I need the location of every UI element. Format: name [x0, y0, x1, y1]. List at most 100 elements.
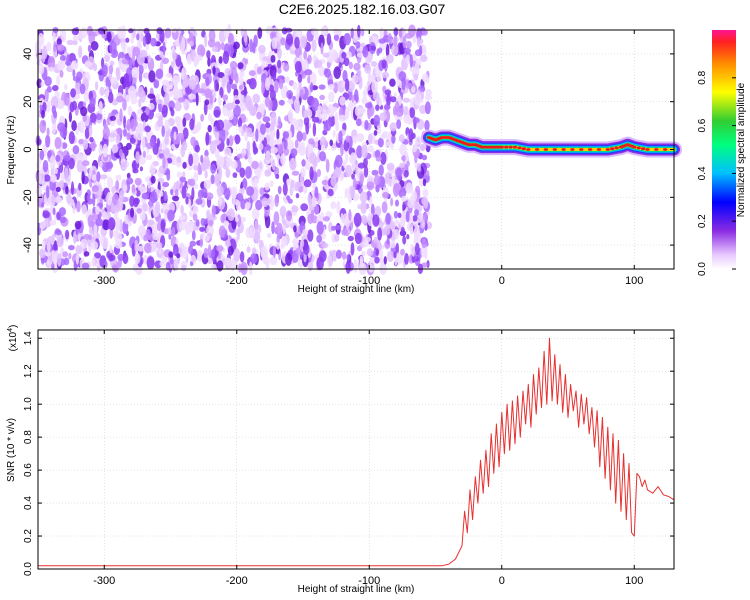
spectrogram-noise-blob	[76, 160, 84, 173]
spectrogram-noise-blob	[275, 173, 280, 179]
spectrogram-noise-blob	[36, 138, 42, 145]
spectrogram-noise-blob	[265, 122, 271, 129]
spectrogram-noise-blob	[399, 220, 405, 227]
spectrogram-noise-blob	[109, 244, 113, 254]
spectrogram-noise-blob	[287, 198, 293, 204]
spectrogram-noise-blob	[233, 105, 241, 118]
spectrogram-noise-blob	[307, 229, 314, 242]
spectrogram-noise-blob	[422, 212, 428, 222]
snr-x-tick-label: -300	[93, 575, 115, 587]
spectrogram-noise-blob	[347, 235, 354, 242]
spectrogram-y-tick-label: 20	[22, 96, 34, 108]
spectrogram-noise-blob	[238, 126, 243, 134]
spectrogram-noise-blob	[420, 219, 426, 229]
spectrogram-noise-blob	[200, 187, 208, 198]
spectrogram-noise-blob	[313, 204, 320, 215]
spectrogram-noise-blob	[115, 174, 122, 181]
spectrogram-noise-blob	[311, 97, 320, 112]
spectrogram-noise-blob	[142, 150, 146, 158]
spectrogram-noise-blob	[416, 163, 421, 172]
spectrogram-noise-blob	[193, 56, 198, 68]
spectrogram-noise-blob	[72, 145, 80, 155]
spectrogram-noise-blob	[400, 226, 405, 236]
spectrogram-noise-blob	[43, 174, 51, 182]
spectrogram-noise-blob	[41, 109, 45, 119]
spectrogram-x-tick-label: 0	[499, 275, 505, 287]
spectrogram-noise-blob	[209, 95, 213, 105]
spectrogram-noise-blob	[278, 99, 285, 106]
spectrogram-noise-blob	[397, 212, 402, 219]
spectrogram-noise-blob	[95, 113, 103, 121]
spectrogram-noise-blob	[82, 102, 86, 108]
spectrogram-noise-blob	[203, 179, 212, 190]
spectrogram-noise-blob	[406, 40, 412, 49]
spectrogram-noise-blob	[404, 32, 413, 39]
spectrogram-noise-blob	[227, 208, 235, 221]
spectrogram-noise-blob	[56, 75, 60, 87]
spectrogram-noise-blob	[218, 195, 222, 207]
spectrogram-noise-blob	[204, 170, 208, 179]
spectrogram-noise-blob	[286, 90, 293, 99]
spectrogram-noise-blob	[66, 39, 75, 46]
spectrogram-noise-blob	[341, 80, 345, 88]
spectrogram-noise-blob	[244, 58, 249, 65]
spectrogram-noise-blob	[328, 83, 335, 90]
spectrogram-noise-blob	[116, 95, 124, 103]
spectrogram-noise-blob	[280, 153, 286, 166]
spectrogram-noise-blob	[200, 160, 208, 171]
spectrogram-noise-blob	[341, 51, 347, 59]
spectrogram-noise-blob	[259, 143, 264, 151]
spectrogram-noise-blob	[249, 38, 254, 53]
spectrogram-noise-blob	[283, 63, 290, 72]
spectrogram-noise-blob	[419, 54, 428, 63]
spectrogram-noise-blob	[120, 41, 127, 50]
spectrogram-noise-blob	[298, 54, 303, 62]
spectrogram-noise-blob	[86, 25, 93, 37]
spectrogram-noise-blob	[102, 143, 108, 158]
spectrogram-noise-blob	[316, 256, 324, 271]
spectrogram-noise-blob	[77, 233, 81, 241]
spectrogram-noise-blob	[223, 147, 232, 157]
spectrogram-noise-blob	[46, 242, 51, 253]
spectrogram-noise-blob	[389, 122, 397, 132]
spectrogram-noise-blob	[233, 198, 239, 206]
spectrogram-noise-blob	[47, 150, 52, 159]
spectrogram-noise-blob	[319, 94, 325, 101]
spectrogram-noise-blob	[398, 134, 405, 143]
spectrogram-noise-blob	[418, 177, 425, 187]
spectrogram-noise-blob	[320, 42, 324, 55]
spectrogram-noise-blob	[206, 50, 211, 59]
spectrogram-noise-blob	[371, 79, 378, 94]
spectrogram-noise-blob	[402, 204, 407, 210]
spectrogram-noise-blob	[241, 148, 247, 154]
spectrogram-noise-blob	[37, 33, 45, 47]
spectrogram-noise-blob	[128, 85, 137, 99]
spectrogram-noise-blob	[142, 203, 148, 212]
spectrogram-noise-blob	[276, 128, 280, 141]
spectrogram-noise-blob	[319, 151, 326, 162]
spectrogram-noise-blob	[61, 31, 67, 43]
spectrogram-noise-blob	[278, 78, 284, 90]
spectrogram-noise-blob	[380, 151, 387, 165]
spectrogram-x-tick-label: -100	[358, 275, 380, 287]
spectrogram-noise-blob	[143, 27, 150, 35]
spectrogram-noise-blob	[164, 92, 170, 105]
spectrogram-noise-blob	[237, 117, 243, 129]
spectrogram-noise-blob	[333, 106, 337, 112]
spectrogram-noise-blob	[301, 132, 307, 141]
spectrogram-signal-peak	[614, 146, 619, 150]
spectrogram-noise-blob	[56, 252, 62, 267]
spectrogram-noise-blob	[333, 66, 342, 79]
spectrogram-noise-blob	[367, 133, 373, 145]
snr-x-axis-label: Height of straight line (km)	[298, 584, 415, 595]
spectrogram-noise-blob	[328, 91, 335, 102]
snr-y-tick-label: 0.4	[23, 496, 34, 510]
spectrogram-noise-blob	[172, 195, 180, 202]
spectrogram-noise-blob	[294, 36, 300, 49]
spectrogram-noise-blob	[226, 138, 230, 147]
spectrogram-noise-blob	[54, 136, 62, 150]
spectrogram-noise-blob	[393, 251, 397, 259]
spectrogram-noise-blob	[178, 214, 187, 221]
spectrogram-noise-blob	[170, 60, 175, 69]
